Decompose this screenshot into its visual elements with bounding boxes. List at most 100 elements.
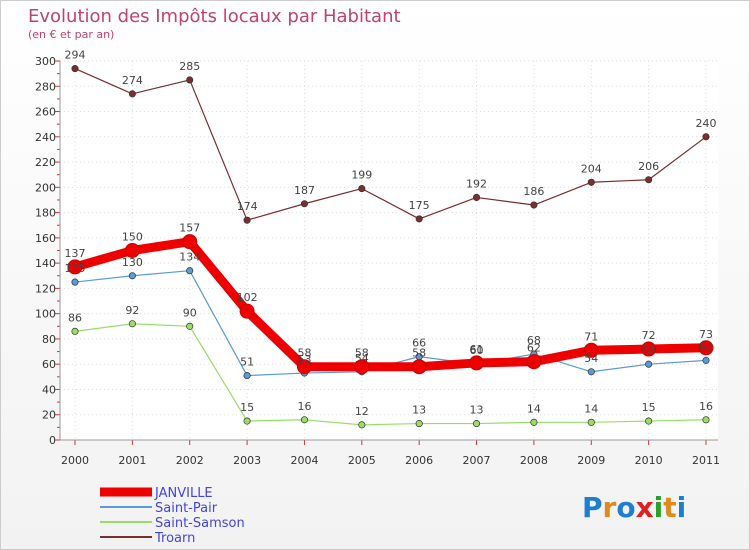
data-point — [472, 193, 481, 201]
y-tick-label: 0 — [49, 434, 56, 447]
y-tick-label: 20 — [42, 409, 56, 422]
data-point — [415, 215, 423, 223]
data-point — [128, 320, 136, 328]
x-tick-label: 2010 — [635, 454, 663, 467]
y-tick-label: 300 — [35, 55, 56, 68]
plot-area — [60, 61, 718, 440]
x-tick-label: 2004 — [290, 454, 318, 467]
series-line — [74, 323, 707, 426]
data-point — [583, 342, 599, 358]
series-line — [70, 237, 711, 372]
data-point — [587, 178, 595, 186]
data-label: 187 — [294, 184, 315, 197]
data-point — [411, 359, 427, 375]
data-label: 58 — [297, 347, 311, 360]
data-point — [472, 420, 481, 428]
data-label: 60 — [470, 344, 484, 357]
data-point — [186, 322, 194, 330]
y-tick-label: 140 — [35, 257, 56, 270]
y-tick-label: 120 — [35, 282, 56, 295]
data-point — [71, 65, 79, 73]
data-point — [128, 90, 136, 98]
data-point — [645, 417, 653, 425]
chart-subtitle: (en € et par an) — [28, 28, 114, 41]
data-label: 63 — [699, 340, 713, 353]
y-tick-label: 280 — [35, 80, 56, 93]
series-group — [67, 65, 714, 429]
y-tick-label: 40 — [42, 383, 56, 396]
data-point — [530, 201, 538, 209]
data-point — [641, 341, 657, 357]
data-label: 61 — [470, 343, 484, 356]
data-label: 53 — [297, 353, 311, 366]
data-point — [698, 340, 714, 356]
data-label: 15 — [642, 401, 656, 414]
data-label: 192 — [466, 177, 487, 190]
grid — [60, 60, 718, 441]
data-label: 90 — [183, 306, 197, 319]
data-label: 13 — [412, 404, 426, 417]
x-tick-label: 2006 — [405, 454, 433, 467]
logo-letter: x — [636, 491, 654, 524]
data-label: 294 — [65, 49, 86, 62]
data-point — [296, 359, 312, 375]
x-tick-label: 2011 — [692, 454, 720, 467]
data-point — [243, 216, 251, 224]
data-label: 68 — [527, 334, 541, 347]
data-label: 54 — [355, 352, 369, 365]
data-label: 204 — [581, 162, 602, 175]
chart-title: Evolution des Impôts locaux par Habitant — [28, 6, 401, 27]
data-label: 130 — [122, 256, 143, 269]
series-line — [74, 67, 707, 221]
data-point — [182, 234, 198, 250]
data-label: 199 — [351, 169, 372, 182]
data-point — [702, 133, 710, 141]
data-point — [243, 372, 251, 380]
logo-letter: r — [603, 491, 617, 524]
data-point — [415, 420, 423, 428]
data-point — [186, 267, 194, 275]
data-point — [243, 417, 251, 425]
y-tick-label: 80 — [42, 333, 56, 346]
x-tick-label: 2001 — [118, 454, 146, 467]
data-label: 92 — [125, 304, 139, 317]
data-label: 54 — [584, 352, 598, 365]
data-label: 186 — [523, 185, 544, 198]
data-point — [71, 278, 79, 286]
y-tick-label: 220 — [35, 156, 56, 169]
data-point — [645, 176, 653, 184]
data-label: 62 — [527, 342, 541, 355]
data-label: 157 — [179, 222, 200, 235]
data-label: 14 — [527, 402, 541, 415]
y-tick-label: 180 — [35, 207, 56, 220]
axes: 0 20 40 60 80 100 120 140 160 180 200 220 240 260 280 3… — [35, 55, 720, 467]
data-point — [67, 259, 83, 275]
data-label: 125 — [65, 262, 86, 275]
x-tick-label: 2002 — [176, 454, 204, 467]
data-label: 134 — [179, 251, 200, 264]
data-label: 73 — [699, 328, 713, 341]
data-label: 60 — [642, 344, 656, 357]
data-point — [469, 355, 485, 371]
y-tick-label: 200 — [35, 181, 56, 194]
y-tick-label: 60 — [42, 358, 56, 371]
data-label: 150 — [122, 231, 143, 244]
data-point — [300, 200, 309, 208]
logo-letter: i — [677, 491, 687, 524]
x-tick-label: 2007 — [463, 454, 491, 467]
data-point — [587, 418, 595, 426]
legend-label: JANVILLE — [154, 486, 213, 501]
data-label: 206 — [638, 160, 659, 173]
legend-label: Saint-Samson — [155, 516, 245, 531]
logo-letter: t — [663, 491, 676, 524]
data-point — [239, 303, 255, 319]
data-label: 71 — [584, 330, 598, 343]
data-label: 102 — [237, 291, 258, 304]
data-point — [358, 185, 366, 193]
logo-letter: i — [654, 491, 664, 524]
data-label: 58 — [412, 347, 426, 360]
y-tick-label: 240 — [35, 131, 56, 144]
data-label: 86 — [68, 311, 82, 324]
